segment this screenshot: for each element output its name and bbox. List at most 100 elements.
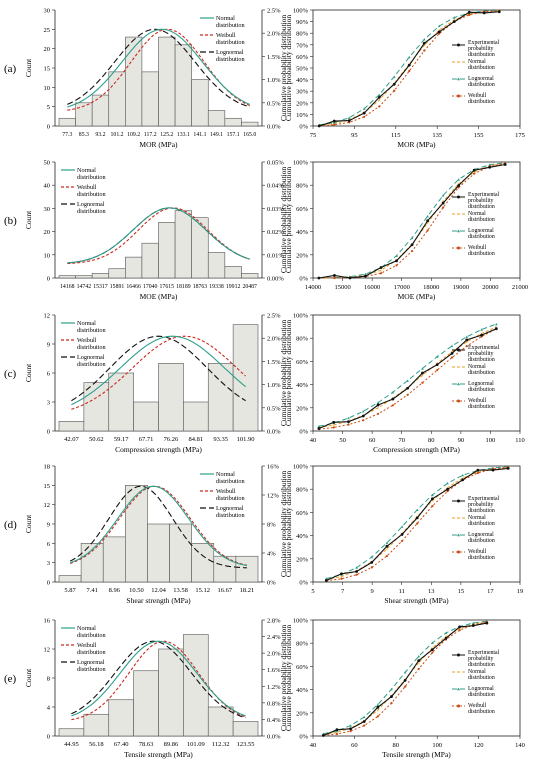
legend-label: distribution: [216, 22, 245, 29]
x-tick-label: 40: [310, 437, 317, 444]
y-axis-label: Cumulative probability distribution: [279, 471, 288, 577]
experimental-point: [376, 705, 380, 709]
cdf-panel: 0% 20% 40% 60% 80% 100% 14000 15000 16000 17000 18…: [279, 160, 528, 302]
x-tick-label: 20000: [482, 284, 498, 291]
legend-label: distribution: [468, 99, 495, 105]
x-tick-label: 15.12: [195, 587, 210, 594]
y2-tick-label: 0.05%: [267, 160, 284, 167]
histogram-bar: [147, 523, 170, 583]
panel-label: (b): [4, 215, 17, 227]
weibull-point: [431, 505, 434, 508]
y-tick-label: 50%: [296, 66, 309, 73]
x-tick-label: 59.17: [114, 436, 129, 443]
lognormal-fit-curve: [71, 640, 246, 719]
y-tick-label: 15: [44, 66, 51, 73]
legend-label: probability: [468, 198, 494, 204]
legend-label: distribution: [468, 555, 495, 561]
weibull-point: [400, 539, 404, 543]
lognormal-point: [392, 75, 396, 78]
x-tick-label: 14000: [305, 284, 321, 291]
y-tick-label: 18: [44, 464, 51, 471]
legend-label: distribution: [77, 632, 106, 639]
x-tick-label: 18763: [193, 284, 208, 290]
experimental-point: [417, 659, 421, 663]
y-tick-label: 0%: [299, 429, 308, 436]
y2-axis-label: Cumulative probability distribution: [284, 320, 293, 426]
legend-label: Lognormal: [216, 49, 244, 56]
x-tick-label: 157.1: [227, 132, 240, 138]
y-tick-label: 70%: [296, 42, 309, 49]
x-tick-label: 60: [369, 437, 376, 444]
lognormal-point: [362, 715, 366, 719]
legend-label: distribution: [468, 234, 495, 240]
normal-point: ×: [378, 99, 381, 104]
weibull-point: [468, 13, 471, 16]
y-tick-label: 60%: [296, 510, 309, 517]
histogram-bar: [207, 363, 234, 432]
y2-tick-label: 0.8%: [267, 700, 281, 707]
lognormal-fit-curve: [71, 335, 246, 402]
legend-label: Normal: [468, 59, 486, 65]
histogram-bar: [58, 421, 85, 432]
histogram-bar: [158, 363, 184, 432]
legend-label: distribution: [77, 327, 106, 334]
y-tick-label: 100%: [293, 160, 309, 167]
experimental-point: [476, 468, 480, 472]
experimental-point: [457, 184, 461, 187]
histogram-panel: 0 10 20 30 40 50 0.00% 0.01% 0.02% 0.03% 0.04% 0.05…: [24, 160, 293, 302]
histogram-bar: [232, 721, 259, 737]
experimental-point: [391, 397, 395, 401]
lognormal-point: [377, 93, 381, 96]
y2-axis-label: Cumulative probability distribution: [284, 15, 293, 121]
lognormal-point: [480, 328, 483, 331]
histogram-bar: [108, 699, 134, 737]
y-tick-label: 80%: [296, 31, 309, 38]
histogram-bar: [158, 222, 176, 279]
legend-marker: [457, 704, 460, 708]
experimental-point: [430, 648, 434, 651]
weibull-point: [376, 412, 380, 415]
y-axis-label: Count: [24, 363, 33, 382]
y-tick-label: 80%: [296, 641, 309, 648]
y2-tick-label: 0.4%: [267, 717, 281, 724]
histogram-bar: [191, 217, 209, 279]
legend-label: Lognormal: [77, 201, 105, 208]
legend-label: distribution: [468, 65, 495, 71]
lognormal-point: [317, 425, 321, 428]
histogram-bar: [207, 110, 226, 127]
normal-fit-curve: [71, 335, 246, 406]
lognormal-point: [431, 641, 434, 645]
legend-marker: [457, 687, 460, 691]
normal-point: ×: [465, 341, 468, 346]
y-tick-label: 4: [47, 705, 51, 712]
legend-label: distribution: [468, 251, 495, 257]
normal-point: ×: [377, 407, 380, 412]
weibull-point: [363, 115, 366, 118]
experimental-point: [349, 727, 353, 731]
y2-tick-label: 0.5%: [267, 405, 281, 412]
legend-marker: [457, 246, 460, 250]
histogram-bar: [169, 523, 192, 583]
x-tick-label: 76.26: [164, 436, 179, 443]
weibull-point: [370, 566, 373, 569]
y-tick-label: 80%: [296, 487, 309, 494]
x-tick-label: 15: [458, 588, 465, 595]
y-tick-label: 60%: [296, 206, 309, 213]
normal-point: ×: [386, 548, 389, 553]
y-tick-label: 20: [44, 46, 51, 53]
normal-point: ×: [376, 709, 379, 714]
x-tick-label: 115: [391, 132, 401, 139]
y-tick-label: 9: [47, 342, 50, 349]
lognormal-point: [444, 631, 448, 635]
histogram-bar: [232, 324, 259, 432]
histogram-panel: 0 3 6 9 12 15 18 0% 4% 8% 12% 16% Count Cumulative pr…: [24, 464, 293, 606]
histogram-bar: [83, 713, 110, 737]
legend-label: Weibull: [468, 549, 487, 555]
x-tick-label: 50: [339, 437, 346, 444]
x-tick-label: 100: [486, 437, 496, 444]
histogram-bar: [241, 273, 259, 279]
experimental-point: [362, 111, 366, 115]
experimental-point: [317, 276, 321, 280]
lognormal-point: [435, 355, 439, 358]
lognormal-point: [426, 214, 429, 218]
